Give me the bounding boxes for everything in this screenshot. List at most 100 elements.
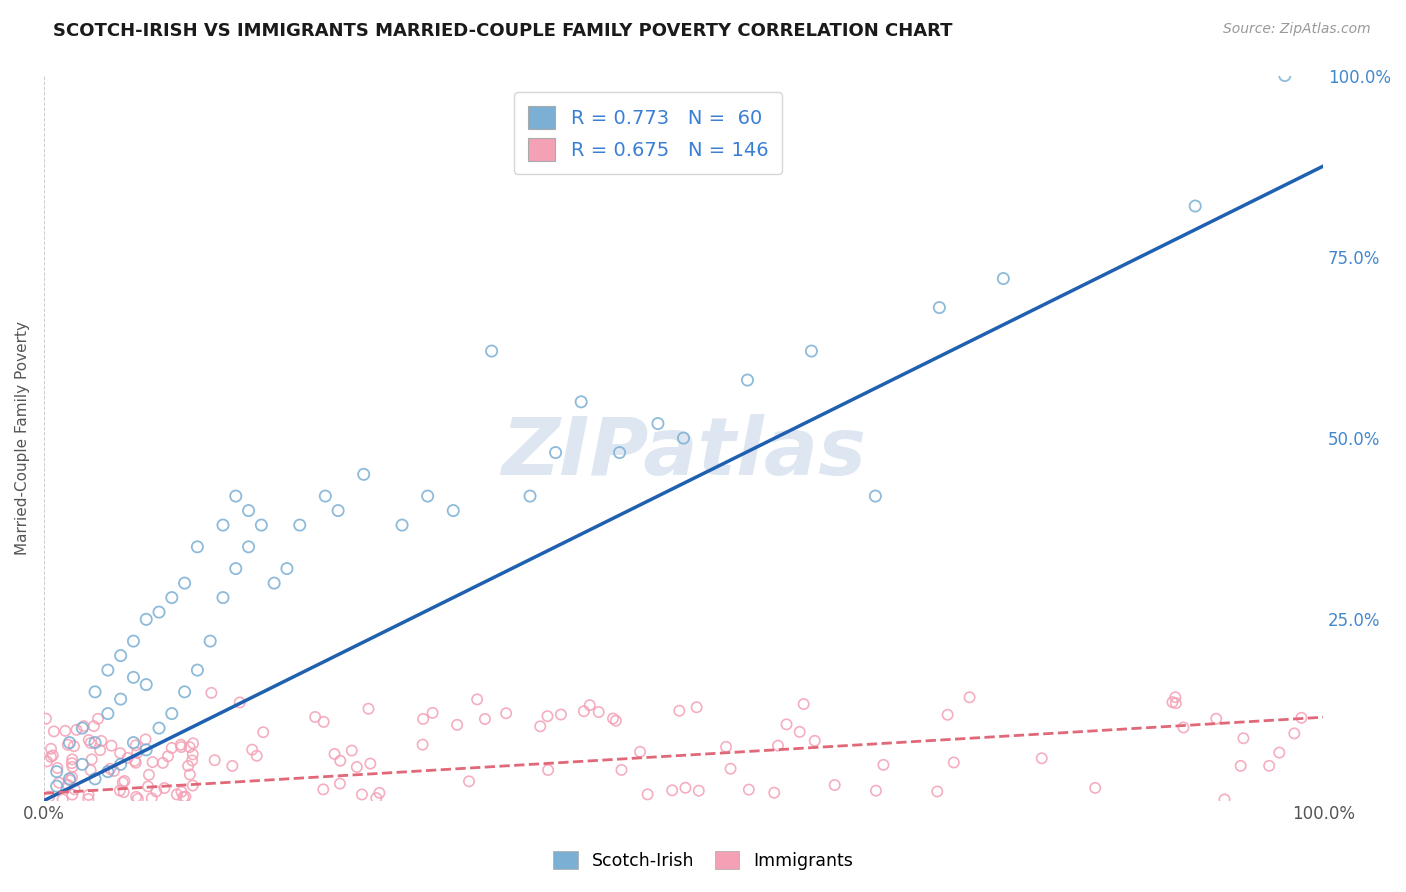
- Point: [145, 784, 167, 798]
- Point: [865, 783, 887, 797]
- Point: [1031, 751, 1053, 765]
- Point: [314, 489, 336, 503]
- Point: [441, 503, 464, 517]
- Point: [672, 431, 695, 445]
- Point: [125, 789, 148, 804]
- Point: [112, 785, 135, 799]
- Point: [114, 774, 136, 789]
- Point: [48, 775, 70, 789]
- Point: [87, 712, 110, 726]
- Point: [288, 518, 311, 533]
- Point: [1274, 69, 1296, 83]
- Point: [422, 706, 444, 720]
- Point: [323, 747, 346, 761]
- Point: [127, 746, 149, 760]
- Point: [446, 718, 468, 732]
- Point: [304, 710, 326, 724]
- Point: [775, 717, 797, 731]
- Point: [166, 788, 188, 802]
- Point: [537, 763, 560, 777]
- Point: [59, 773, 82, 788]
- Point: [737, 373, 759, 387]
- Point: [56, 738, 79, 752]
- Point: [1173, 721, 1195, 735]
- Point: [124, 739, 146, 753]
- Point: [110, 757, 132, 772]
- Point: [720, 762, 742, 776]
- Point: [936, 707, 959, 722]
- Point: [578, 698, 600, 713]
- Point: [100, 739, 122, 753]
- Point: [160, 706, 183, 721]
- Point: [212, 591, 235, 605]
- Point: [738, 782, 761, 797]
- Point: [647, 417, 669, 431]
- Point: [135, 612, 157, 626]
- Point: [90, 734, 112, 748]
- Point: [212, 518, 235, 533]
- Point: [474, 712, 496, 726]
- Point: [495, 706, 517, 721]
- Point: [458, 774, 481, 789]
- Point: [536, 709, 558, 723]
- Point: [97, 663, 120, 677]
- Point: [391, 518, 413, 533]
- Point: [84, 772, 107, 786]
- Point: [170, 785, 193, 799]
- Point: [1291, 711, 1313, 725]
- Point: [63, 739, 86, 754]
- Point: [225, 489, 247, 503]
- Point: [108, 746, 131, 760]
- Point: [346, 760, 368, 774]
- Point: [84, 685, 107, 699]
- Point: [141, 791, 163, 805]
- Point: [602, 712, 624, 726]
- Point: [58, 772, 80, 786]
- Point: [1258, 759, 1281, 773]
- Point: [156, 749, 179, 764]
- Point: [1164, 690, 1187, 705]
- Point: [942, 756, 965, 770]
- Point: [111, 775, 134, 789]
- Point: [229, 696, 252, 710]
- Point: [79, 736, 101, 750]
- Point: [340, 743, 363, 757]
- Point: [89, 743, 111, 757]
- Point: [62, 760, 84, 774]
- Point: [329, 776, 352, 790]
- Point: [240, 742, 263, 756]
- Point: [52, 792, 75, 806]
- Point: [412, 712, 434, 726]
- Point: [1284, 726, 1306, 740]
- Point: [276, 561, 298, 575]
- Point: [204, 753, 226, 767]
- Point: [357, 702, 380, 716]
- Point: [329, 754, 352, 768]
- Point: [763, 786, 786, 800]
- Legend: R = 0.773   N =  60, R = 0.675   N = 146: R = 0.773 N = 60, R = 0.675 N = 146: [515, 93, 782, 174]
- Point: [42, 748, 65, 763]
- Point: [72, 719, 94, 733]
- Point: [1184, 199, 1206, 213]
- Point: [84, 736, 107, 750]
- Point: [668, 704, 690, 718]
- Point: [198, 634, 221, 648]
- Point: [53, 723, 76, 738]
- Point: [160, 591, 183, 605]
- Point: [173, 685, 195, 699]
- Point: [138, 768, 160, 782]
- Point: [1161, 695, 1184, 709]
- Point: [661, 783, 683, 797]
- Point: [688, 783, 710, 797]
- Point: [550, 707, 572, 722]
- Point: [135, 677, 157, 691]
- Point: [77, 733, 100, 747]
- Text: SCOTCH-IRISH VS IMMIGRANTS MARRIED-COUPLE FAMILY POVERTY CORRELATION CHART: SCOTCH-IRISH VS IMMIGRANTS MARRIED-COUPL…: [53, 22, 953, 40]
- Point: [79, 763, 101, 777]
- Point: [675, 780, 697, 795]
- Point: [35, 755, 58, 769]
- Point: [135, 743, 157, 757]
- Point: [124, 754, 146, 768]
- Point: [793, 697, 815, 711]
- Point: [160, 741, 183, 756]
